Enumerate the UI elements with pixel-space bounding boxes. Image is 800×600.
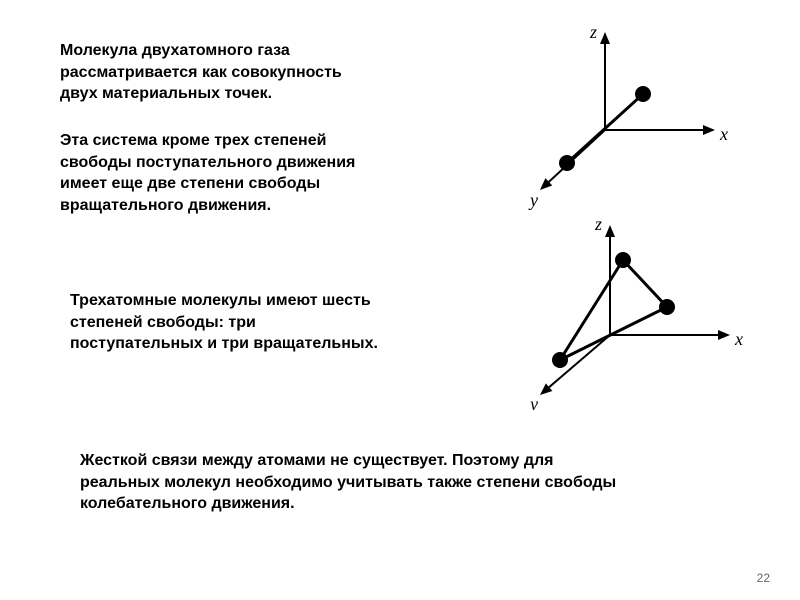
axis-x-label: x <box>734 329 743 349</box>
triatomic-diagram: x y z <box>495 210 755 410</box>
paragraph-4: Жесткой связи между атомами не существуе… <box>80 450 720 515</box>
axis-x-label: x <box>719 124 728 144</box>
atom <box>635 86 651 102</box>
page: Молекула двухатомного газа рассматривает… <box>0 0 800 600</box>
axis-y-label: y <box>528 394 538 410</box>
axis-y-label: y <box>528 190 538 210</box>
axis-z-label: z <box>589 22 597 42</box>
atom <box>559 155 575 171</box>
axis-z-label: z <box>594 214 602 234</box>
diatomic-diagram: x y z <box>495 20 735 210</box>
page-number: 22 <box>757 571 770 585</box>
paragraph-3: Трехатомные молекулы имеют шесть степене… <box>70 290 450 355</box>
paragraph-1: Молекула двухатомного газа рассматривает… <box>60 40 420 105</box>
atom <box>615 252 631 268</box>
paragraph-2: Эта система кроме трех степеней свободы … <box>60 130 420 216</box>
atom <box>659 299 675 315</box>
atom <box>552 352 568 368</box>
